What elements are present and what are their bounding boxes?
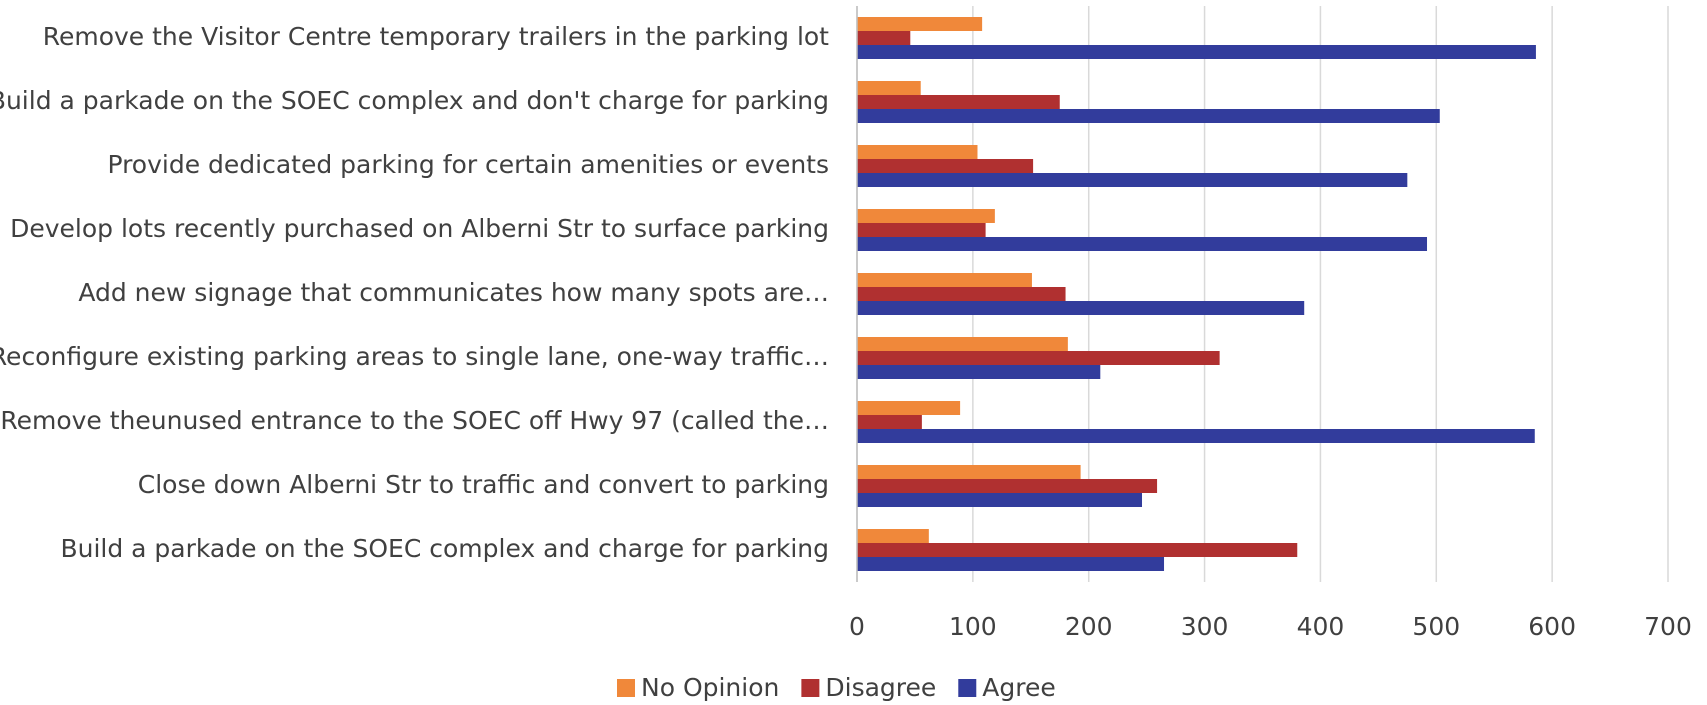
bar [857,95,1060,109]
legend-label: No Opinion [641,673,779,702]
bar [857,109,1440,123]
bar [857,287,1066,301]
x-tick-label: 300 [1181,612,1229,641]
y-tick-label: Provide dedicated parking for certain am… [107,150,829,179]
y-tick-label: Remove theunused entrance to the SOEC of… [0,406,829,435]
bar [857,365,1101,379]
legend-swatch [617,679,635,697]
bar [857,273,1032,287]
bar [857,159,1034,173]
bar [857,529,929,543]
x-tick-label: 400 [1297,612,1345,641]
x-tick-label: 600 [1528,612,1576,641]
bar [857,45,1536,59]
bar [857,401,961,415]
bar [857,543,1298,557]
legend-label: Agree [982,673,1055,702]
bar [857,145,978,159]
x-tick-label: 100 [949,612,997,641]
bar [857,479,1158,493]
bar [857,81,921,95]
y-tick-label: Remove the Visitor Centre temporary trai… [43,22,829,51]
y-tick-label: Build a parkade on the SOEC complex and … [0,86,829,115]
bar [857,337,1068,351]
bar [857,465,1081,479]
y-tick-label: Add new signage that communicates how ma… [78,278,829,307]
legend-swatch [958,679,977,697]
bar [857,351,1220,365]
bar [857,173,1408,187]
legend-swatch [801,679,820,697]
x-tick-label: 200 [1065,612,1113,641]
bar [857,209,995,223]
bar [857,493,1143,507]
bar [857,223,986,237]
bar [857,237,1428,251]
bar [857,415,922,429]
x-tick-label: 500 [1412,612,1460,641]
bar [857,429,1535,443]
bar [857,557,1165,571]
y-tick-label: Build a parkade on the SOEC complex and … [60,534,829,563]
y-tick-label: Close down Alberni Str to traffic and co… [138,470,829,499]
bar [857,301,1305,315]
y-tick-label: Develop lots recently purchased on Alber… [10,214,829,243]
x-tick-label: 0 [849,612,865,641]
bar [857,31,911,45]
bar [857,17,983,31]
x-tick-label: 700 [1644,612,1692,641]
legend-label: Disagree [825,673,936,702]
y-tick-label: Reconfigure existing parking areas to si… [0,342,829,371]
